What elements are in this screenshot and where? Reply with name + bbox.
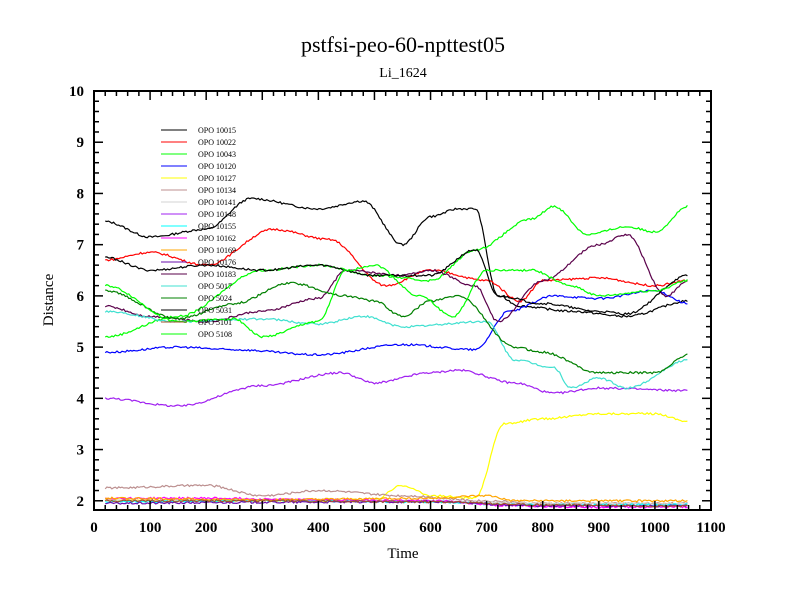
y-tick-label: 4 [77,391,85,407]
series-line [104,483,688,506]
x-tick-label: 800 [531,520,554,536]
x-axis-label: Time [387,546,418,562]
series-line [104,499,688,508]
legend-entry: OPO 10022 [161,138,236,147]
y-tick-label: 9 [77,135,85,151]
x-tick-label: 600 [419,520,442,536]
y-tick-label: 10 [69,84,84,100]
series-line [105,197,688,318]
plot-frame [93,90,712,511]
series-line [104,289,688,357]
legend-label: OPO 5101 [198,318,232,327]
legend-label: OPO 10148 [198,210,236,219]
legend-entry: OPO 10176 [161,258,236,267]
legend-label: OPO 10120 [198,162,236,171]
y-tick-label: 3 [77,443,85,459]
series-line [105,205,688,338]
legend-entry: OPO 10015 [161,126,236,135]
y-axis-label: Distance [41,273,57,326]
legend-entry: OPO 10162 [161,234,236,243]
legend-label: OPO 10183 [198,270,236,279]
legend-label: OPO 10127 [198,174,236,183]
y-tick-label: 5 [77,340,85,356]
series-line [104,368,688,407]
series-line [104,264,688,339]
legend-label: OPO 10176 [198,258,236,267]
legend-entry: OPO 10148 [161,210,236,219]
legend-label: OPO 5017 [198,282,232,291]
chart-title: pstfsi-peo-60-npttest05 [301,32,505,57]
series-line [105,494,688,503]
x-tick-label: 200 [195,520,218,536]
legend-label: OPO 10015 [198,126,236,135]
series-line [105,281,688,375]
legend-entry: OPO 10043 [161,150,236,159]
chart-subtitle: Li_1624 [379,66,426,81]
legend-entry: OPO 5031 [161,306,232,315]
x-tick-label: 500 [363,520,386,536]
x-tick-label: 0 [90,520,98,536]
legend-label: OPO 10155 [198,222,236,231]
y-tick-label: 2 [77,494,85,510]
legend-entry: OPO 10183 [161,270,236,279]
x-tick-label: 100 [139,520,162,536]
legend-entry: OPO 10120 [161,162,236,171]
y-tick-label: 6 [77,289,85,305]
x-tick-label: 700 [475,520,498,536]
series-line [105,228,688,303]
legend-entry: OPO 5108 [161,330,232,339]
legend-label: OPO 5024 [198,294,232,303]
x-tick-label: 900 [588,520,611,536]
legend-entry: OPO 10127 [161,174,236,183]
series-line [104,310,688,390]
legend-entry: OPO 5024 [161,294,232,303]
legend-entry: OPO 10134 [161,186,236,195]
x-tick-label: 300 [251,520,274,536]
legend-entry: OPO 5101 [161,318,232,327]
legend-label: OPO 10043 [198,150,236,159]
legend-entry: OPO 5017 [161,282,232,291]
series-line [105,249,688,316]
legend-label: OPO 5031 [198,306,232,315]
legend-label: OPO 5108 [198,330,232,339]
legend-label: OPO 10141 [198,198,236,207]
x-tick-label: 400 [307,520,330,536]
y-tick-label: 7 [77,238,85,254]
legend-label: OPO 10169 [198,246,236,255]
legend-entry: OPO 10155 [161,222,236,231]
legend-label: OPO 10022 [198,138,236,147]
series-line [104,412,688,503]
legend-label: OPO 10162 [198,234,236,243]
legend-label: OPO 10134 [198,186,236,195]
legend-entry: OPO 10169 [161,246,236,255]
series-line [104,233,688,324]
y-tick-label: 8 [77,186,85,202]
x-tick-label: 1000 [640,520,670,536]
x-tick-label: 1100 [696,520,725,536]
legend-entry: OPO 10141 [161,198,236,207]
